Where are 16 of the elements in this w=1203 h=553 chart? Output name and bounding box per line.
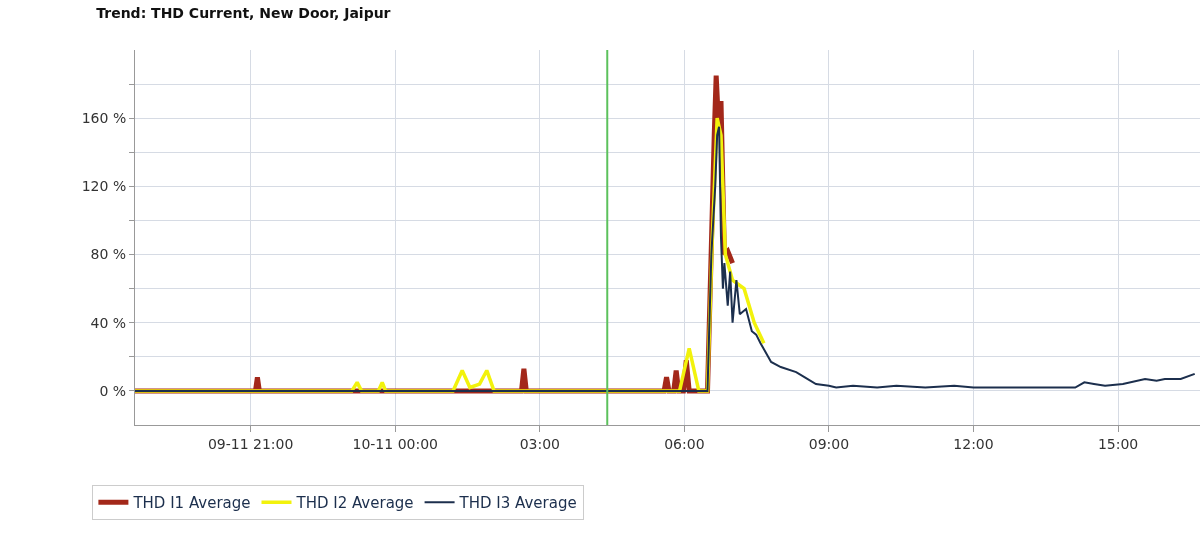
legend-label: THD I3 Average: [458, 494, 577, 513]
y-tick-label: 0 %: [99, 382, 127, 399]
y-tick-label: 80 %: [90, 246, 127, 263]
y-tick-label: 160 %: [81, 110, 127, 127]
x-tick-label: 09-11 21:00: [207, 435, 294, 452]
x-tick-label: 15:00: [1097, 435, 1139, 452]
x-tick-label: 12:00: [953, 435, 994, 452]
chart-title: Trend: THD Current, New Door, Jaipur: [96, 5, 391, 22]
legend-label: THD I2 Average: [295, 494, 414, 513]
x-tick-label: 03:00: [519, 435, 560, 452]
y-tick-label: 40 %: [90, 314, 127, 331]
y-tick-label: 120 %: [81, 178, 127, 195]
legend-label: THD I1 Average: [132, 494, 251, 513]
x-tick-label: 06:00: [664, 435, 705, 452]
x-tick-label: 10-11 00:00: [352, 435, 438, 452]
x-tick-label: 09:00: [808, 435, 850, 452]
